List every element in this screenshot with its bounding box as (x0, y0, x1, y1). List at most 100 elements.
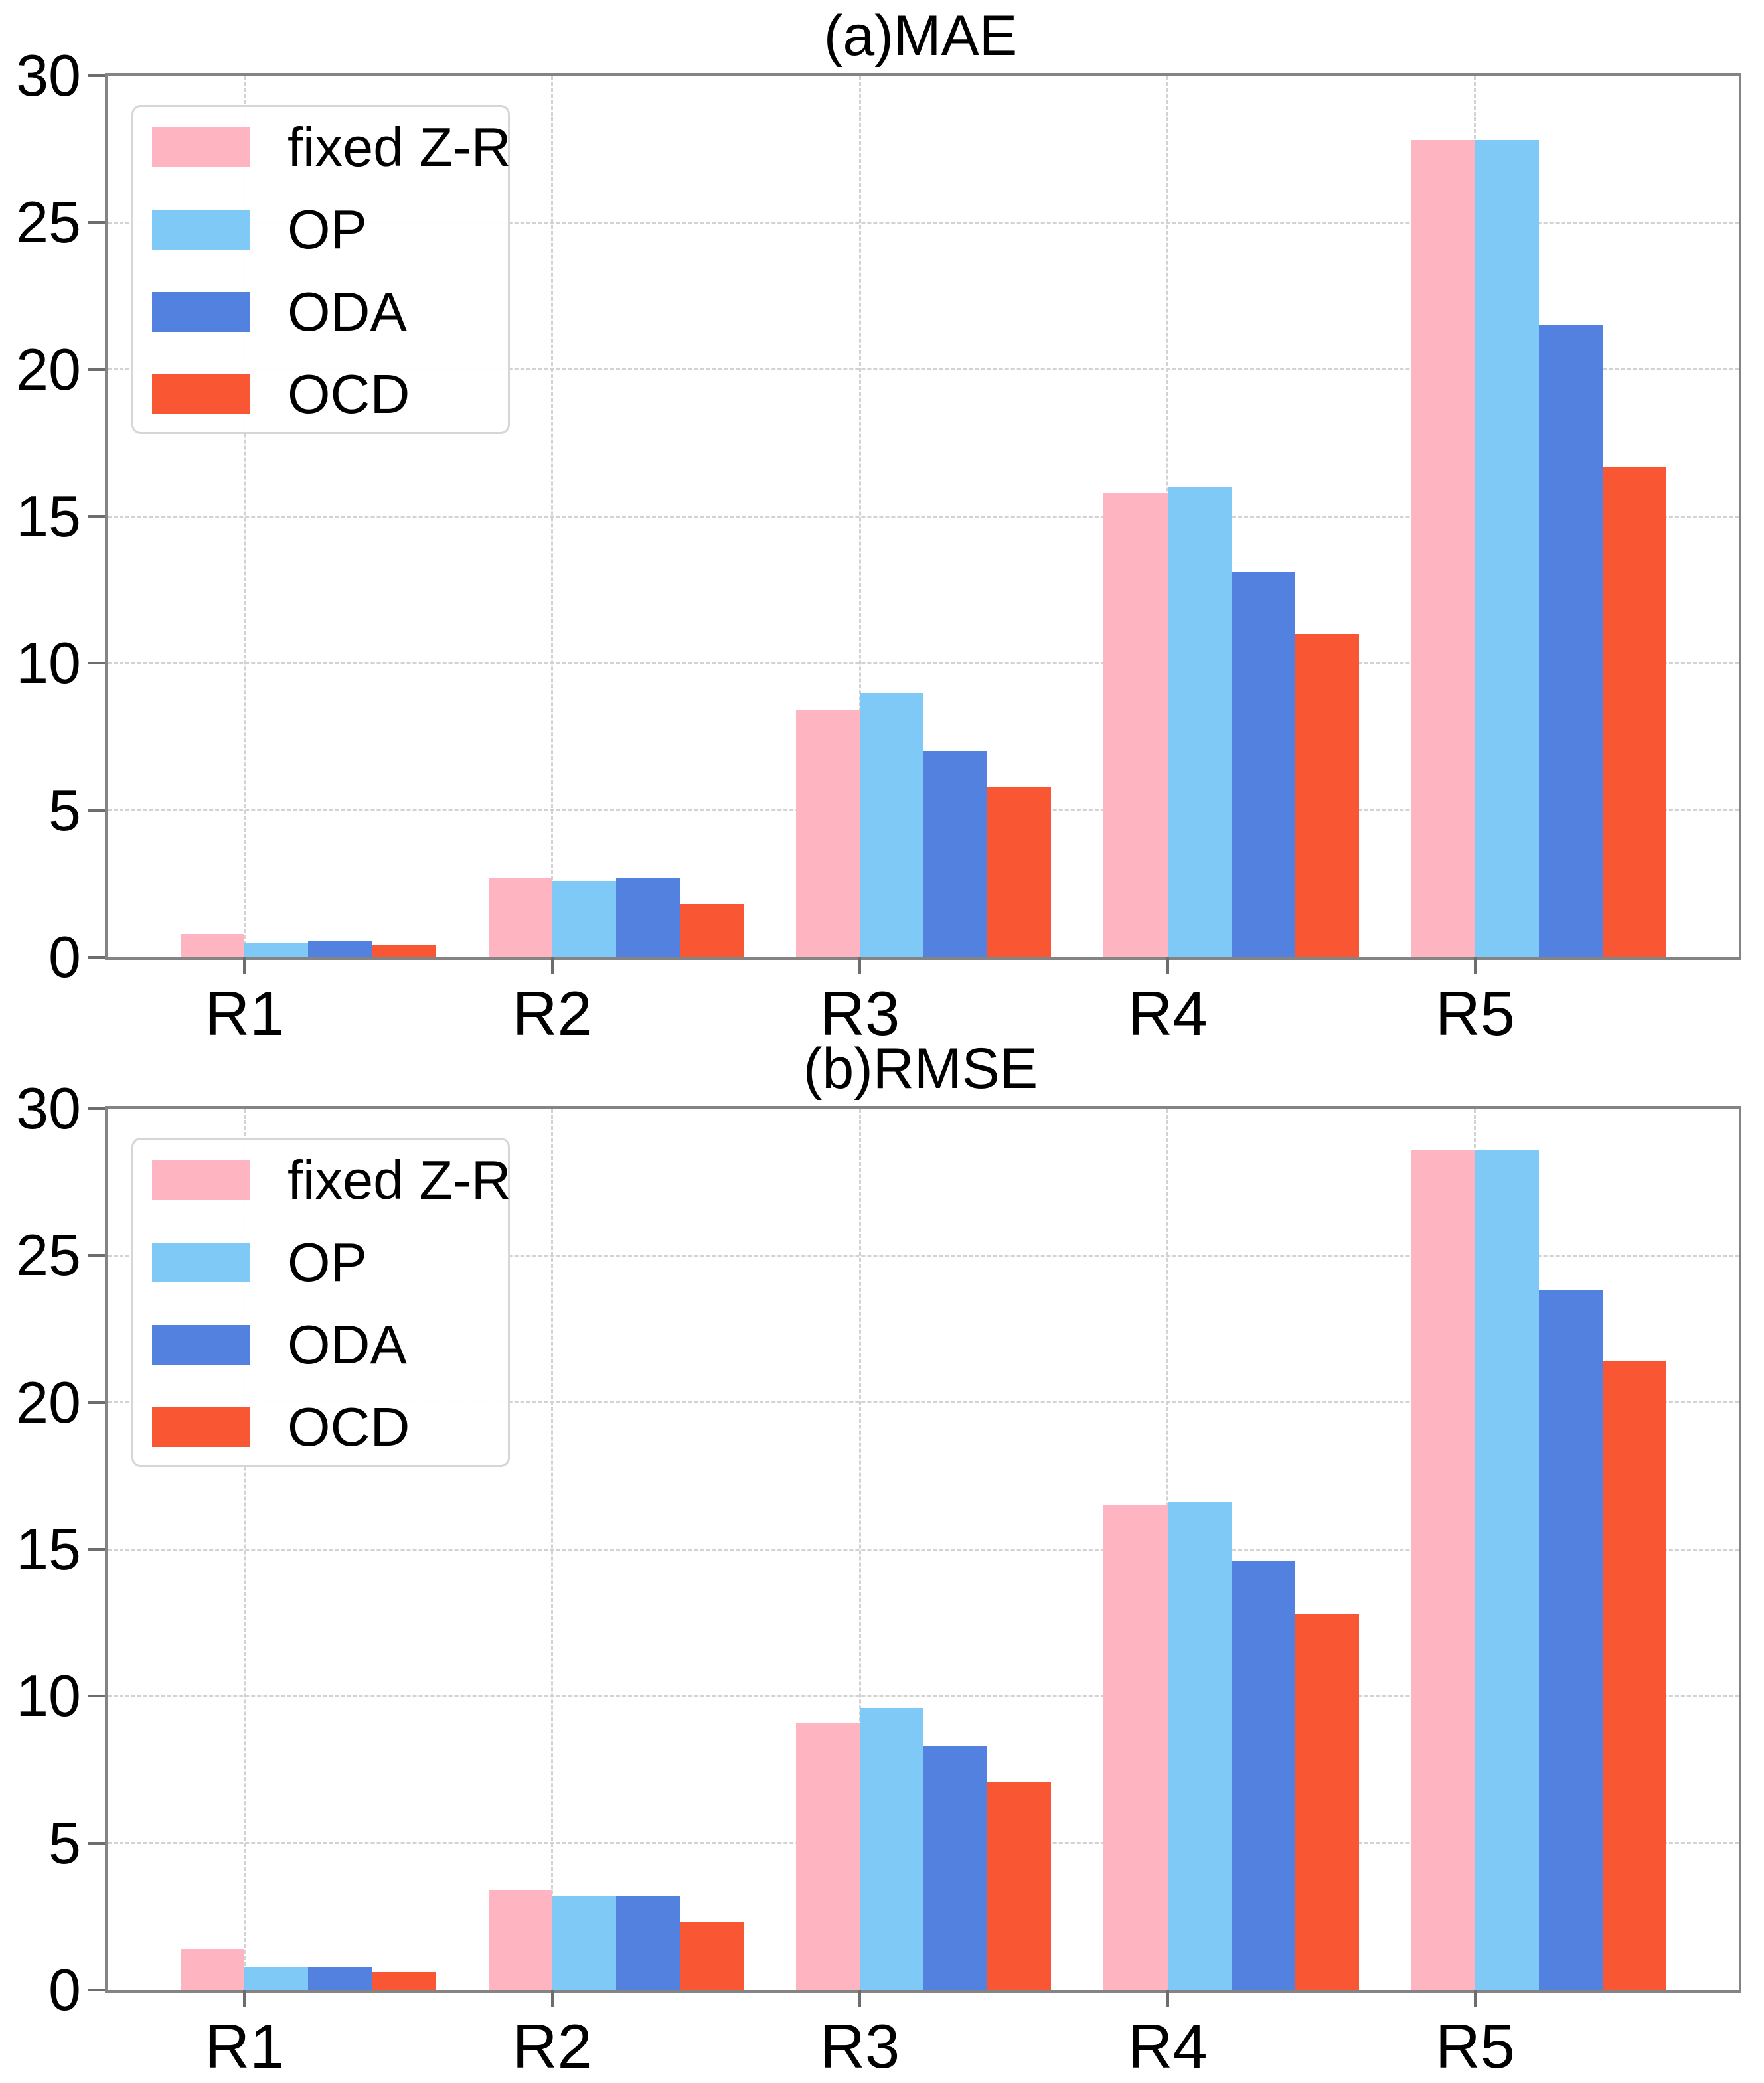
bar-op-r2 (552, 880, 616, 957)
x-tick (243, 1990, 246, 2007)
y-gridline (108, 1254, 1739, 1257)
legend-item-fixed-z-r: fixed Z-R (152, 1152, 511, 1207)
y-gridline (108, 1695, 1739, 1697)
legend-label-op: OP (287, 198, 367, 260)
y-tick-label: 10 (16, 1663, 81, 1729)
y-tick-label: 5 (48, 1810, 81, 1876)
y-tick-label: 0 (48, 1957, 81, 2023)
legend-item-ocd: OCD (152, 363, 489, 425)
bar-op-r1 (244, 1966, 309, 1990)
plot-area-rmse: 0 5 10 15 20 25 30 R1 R2 R3 R4 R5 fixed Z-R OP ODA OCD (16, 1075, 1741, 2081)
bar-op-r3 (860, 1708, 924, 1990)
y-tick (88, 662, 105, 665)
bar-ocd-r5 (1603, 466, 1667, 957)
bar-ocd-r3 (987, 787, 1052, 957)
bar-fixed-z-r-r5 (1411, 1149, 1475, 1990)
bar-op-r4 (1167, 1502, 1232, 1990)
x-tick (550, 1990, 554, 2007)
y-gridline (108, 221, 1739, 224)
bar-oda-r4 (1231, 1561, 1295, 1990)
legend-swatch-oda (152, 292, 250, 332)
x-tick-label-r4: R4 (1127, 978, 1208, 1048)
legend-label-oda: ODA (287, 281, 407, 343)
chart-panel-mae: (a)MAE 0 5 10 15 20 25 30 R1 R2 R3 R4 R5 fixed Z-R OP… (0, 0, 1764, 1048)
bar-ocd-r4 (1295, 1614, 1359, 1990)
bar-oda-r1 (308, 941, 372, 957)
bar-fixed-z-r-r1 (181, 933, 245, 957)
x-tick (1473, 957, 1477, 974)
y-tick (88, 1989, 105, 1991)
bar-ocd-r4 (1295, 634, 1359, 957)
x-tick-label-r5: R5 (1435, 978, 1516, 1048)
bar-ocd-r5 (1603, 1361, 1667, 1990)
chart-title-mae: (a)MAE (823, 4, 1018, 68)
bar-oda-r2 (615, 878, 680, 957)
x-tick (243, 957, 246, 974)
y-tick-label: 30 (16, 1075, 81, 1141)
y-tick (88, 956, 105, 959)
legend-swatch-oda (152, 1325, 250, 1365)
y-tick (88, 1107, 105, 1110)
legend-swatch-ocd (152, 1407, 250, 1447)
bar-oda-r5 (1539, 1290, 1603, 1990)
legend-swatch-op (152, 210, 250, 250)
legend: fixed Z-R OP ODA OCD (131, 105, 511, 434)
x-tick-label-r1: R1 (204, 978, 285, 1048)
legend-label-fixed-z-r: fixed Z-R (287, 1149, 511, 1211)
x-tick (1166, 957, 1169, 974)
y-tick-label: 5 (48, 777, 81, 843)
x-tick-label-r2: R2 (512, 978, 592, 1048)
y-tick (88, 1548, 105, 1551)
bar-ocd-r3 (987, 1781, 1052, 1990)
bar-fixed-z-r-r4 (1103, 1505, 1168, 1990)
bar-oda-r5 (1539, 325, 1603, 957)
legend-label-op: OP (287, 1231, 367, 1293)
y-tick-label: 15 (16, 1516, 81, 1582)
bar-fixed-z-r-r1 (181, 1949, 245, 1990)
x-tick-label-r4: R4 (1127, 2011, 1208, 2081)
bar-fixed-z-r-r4 (1103, 493, 1168, 957)
x-tick-label-r3: R3 (820, 2011, 900, 2081)
x-tick (1166, 1990, 1169, 2007)
y-tick-label: 15 (16, 483, 81, 549)
x-gridline (551, 1109, 554, 1990)
x-gridline (243, 76, 246, 957)
bar-fixed-z-r-r2 (488, 878, 552, 957)
x-gridline (858, 1109, 861, 1990)
legend: fixed Z-R OP ODA OCD (131, 1138, 511, 1467)
legend-label-ocd: OCD (287, 1396, 410, 1458)
bar-fixed-z-r-r3 (796, 1723, 860, 1990)
legend-swatch-fixed-z-r (152, 127, 250, 167)
y-gridline (108, 662, 1739, 664)
bar-op-r5 (1475, 140, 1539, 957)
bar-oda-r2 (615, 1896, 680, 1990)
y-tick-label: 0 (48, 924, 81, 990)
y-tick (88, 1695, 105, 1698)
y-tick (88, 1841, 105, 1845)
x-gridline (858, 76, 861, 957)
x-tick-label-r2: R2 (512, 2011, 592, 2081)
legend-swatch-ocd (152, 374, 250, 414)
y-tick (88, 74, 105, 77)
x-tick-label-r3: R3 (820, 978, 900, 1048)
chart-title-rmse: (b)RMSE (803, 1037, 1038, 1101)
bar-oda-r4 (1231, 572, 1295, 957)
legend-swatch-op (152, 1243, 250, 1282)
bar-ocd-r2 (679, 1922, 744, 1990)
x-tick (858, 957, 862, 974)
y-tick-label: 30 (16, 42, 81, 108)
y-tick (88, 1401, 105, 1404)
legend-label-ocd: OCD (287, 363, 410, 425)
legend-item-oda: ODA (152, 1314, 489, 1375)
legend-item-ocd: OCD (152, 1396, 489, 1458)
x-gridline (551, 76, 554, 957)
y-tick (88, 221, 105, 224)
y-gridline (108, 1401, 1739, 1404)
legend-label-oda: ODA (287, 1314, 407, 1375)
y-tick-label: 25 (16, 189, 81, 256)
bar-oda-r3 (923, 1746, 988, 1990)
bar-op-r3 (860, 692, 924, 957)
bar-fixed-z-r-r2 (488, 1890, 552, 1990)
x-gridline (243, 1109, 246, 1990)
